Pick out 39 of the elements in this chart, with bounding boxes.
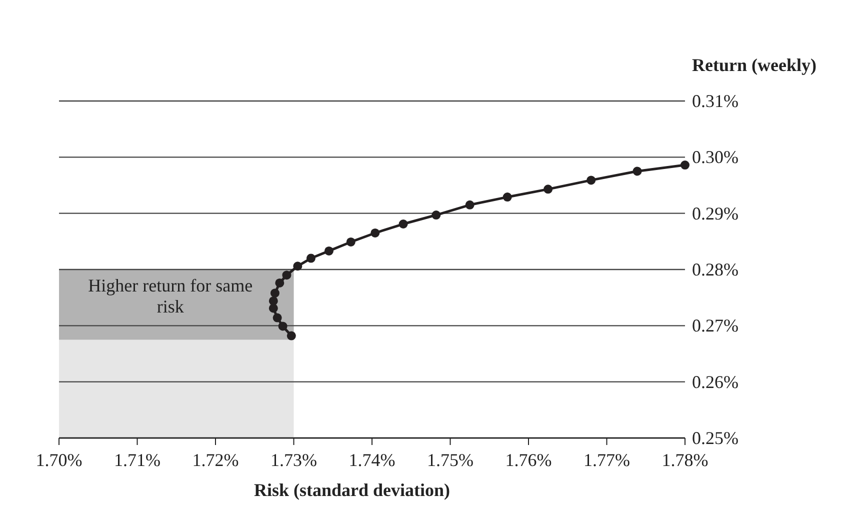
y-tick-label: 0.27% (692, 316, 738, 336)
y-tick-label: 0.25% (692, 428, 738, 448)
y-axis-title: Return (weekly) (692, 55, 816, 75)
x-tick-label: 1.74% (348, 450, 396, 470)
point (432, 210, 441, 220)
y-tick-label: 0.29% (692, 203, 738, 224)
x-tick-label: 1.78% (662, 450, 708, 470)
point (324, 246, 334, 256)
x-tick-label: 1.77% (584, 450, 630, 470)
point (398, 220, 408, 229)
y-tick-label: 0.30% (692, 147, 738, 168)
band-label: Higher return for same risk (88, 276, 253, 316)
point (370, 228, 380, 238)
point (293, 262, 302, 271)
y-tick-label: 0.26% (692, 372, 738, 392)
point (272, 313, 282, 322)
point (680, 160, 690, 170)
point (632, 166, 642, 176)
y-tick-label: 0.31% (692, 91, 738, 111)
point (586, 176, 596, 185)
y-tick-label: 0.28% (692, 260, 738, 280)
point (306, 254, 316, 263)
point (346, 237, 356, 246)
x-tick-label: 1.73% (270, 450, 317, 470)
x-tick-label: 1.76% (505, 450, 552, 470)
x-tick-label: 1.70% (36, 450, 82, 470)
point (275, 278, 284, 288)
point (270, 288, 280, 298)
point (544, 184, 553, 194)
point (502, 192, 512, 202)
x-tick-label: 1.72% (192, 450, 239, 470)
x-tick-label: 1.75% (427, 450, 474, 470)
point (278, 322, 288, 331)
x-axis-title: Risk (standard deviation) (254, 480, 450, 500)
point (465, 200, 474, 210)
point (268, 296, 278, 306)
x-tick-label: 1.71% (114, 450, 160, 470)
point (286, 331, 296, 340)
point (282, 270, 292, 280)
